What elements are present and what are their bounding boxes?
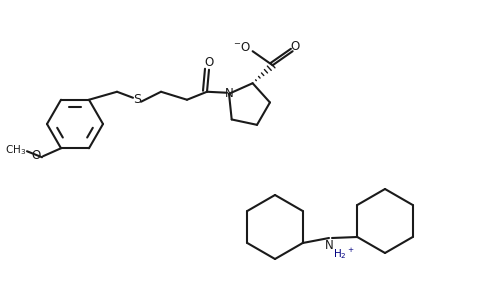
Text: O: O xyxy=(204,56,214,69)
Text: N: N xyxy=(324,239,333,252)
Text: CH$_3$: CH$_3$ xyxy=(5,143,26,157)
Text: O: O xyxy=(32,149,41,162)
Text: O: O xyxy=(290,40,299,53)
Text: H$_2$$^+$: H$_2$$^+$ xyxy=(333,246,355,261)
Text: N: N xyxy=(225,87,234,100)
Text: $^{-}$O: $^{-}$O xyxy=(233,41,250,54)
Text: S: S xyxy=(133,93,141,106)
